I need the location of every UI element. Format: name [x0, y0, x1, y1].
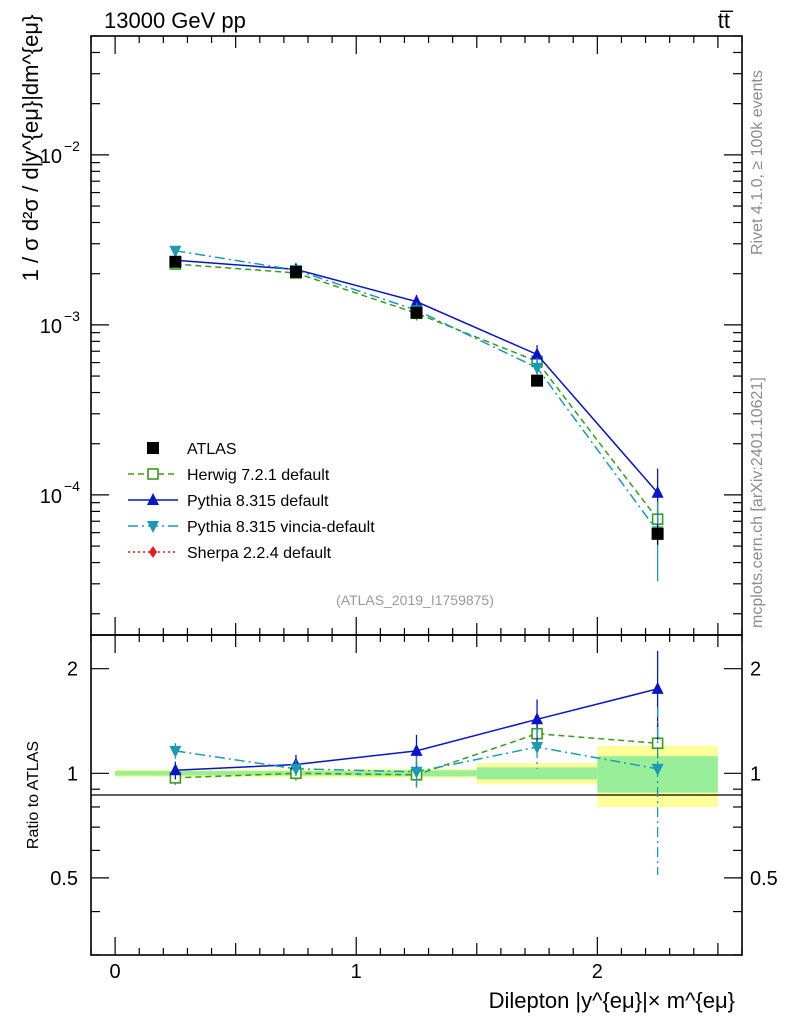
pythia-main-point [651, 485, 664, 498]
main-y-tick-exponent: −4 [64, 478, 80, 494]
vincia-ratio-point [169, 745, 182, 758]
main-y-tick-exponent: −3 [64, 308, 80, 324]
vincia-ratio-point [651, 763, 664, 776]
pythia-ratio-point [410, 743, 423, 756]
main-axis-ticks: 10−210−310−4 [40, 35, 743, 635]
y-axis-title-main: 1 / σ d²σ / d|y^{eμ}|dm^{eμ} [18, 15, 43, 282]
pythia-ratio-point [169, 763, 182, 776]
main-panel: 10−210−310−4 [40, 35, 743, 636]
source-label: mcplots.cern.ch [arXiv:2401.10621] [749, 377, 766, 628]
x-tick-label: 0 [110, 961, 121, 983]
legend-marker-sherpa [149, 546, 157, 558]
main-y-tick-label: 10 [40, 486, 62, 508]
ratio-data-layer [169, 650, 664, 875]
legend-marker-vincia [147, 521, 159, 533]
main-y-tick-exponent: −2 [64, 138, 80, 154]
legend-marker-pythia [147, 493, 159, 505]
main-data-layer [169, 245, 664, 582]
vincia-main-line [175, 249, 659, 532]
vincia-ratio-point [531, 742, 544, 755]
ratio-panel-frame [90, 634, 743, 956]
ratio-band-inner [476, 767, 598, 780]
legend-label-pythia: Pythia 8.315 default [187, 493, 329, 510]
herwig-ratio-point [651, 737, 664, 750]
vincia-main-point [169, 245, 182, 258]
main-y-tick-label: 10 [40, 146, 62, 168]
ratio-y-tick-label: 2 [67, 659, 78, 681]
vincia-ratio-point [410, 766, 423, 779]
herwig-main-line [175, 263, 659, 520]
process-label: tt̅ [718, 8, 734, 33]
pythia-ratio-point [651, 681, 664, 694]
legend-label-atlas: ATLAS [187, 441, 237, 458]
atlas-main-point [410, 306, 423, 319]
legend-label-herwig: Herwig 7.2.1 default [187, 467, 330, 484]
x-tick-label: 2 [592, 961, 603, 983]
x-axis-title: Dilepton |y^{eμ}|× m^{eμ} [489, 988, 735, 1013]
y-axis-title-ratio: Ratio to ATLAS [25, 741, 42, 849]
atlas-main-point [531, 374, 544, 387]
vincia-main-point [531, 362, 544, 375]
legend-marker-herwig [147, 468, 159, 480]
pythia-main-point [410, 294, 423, 307]
ratio-y-tick-label-right: 0.5 [750, 868, 778, 890]
ratio-y-tick-label: 1 [67, 763, 78, 785]
pythia-ratio-point [531, 712, 544, 725]
x-tick-label: 1 [351, 961, 362, 983]
legend: ATLAS Herwig 7.2.1 default Pythia 8.315 de… [128, 441, 375, 562]
energy-label: 13000 GeV pp [104, 8, 246, 33]
atlas-main-point [289, 265, 302, 278]
ratio-y-tick-label-right: 1 [750, 763, 761, 785]
legend-marker-atlas [147, 442, 159, 454]
vincia-ratio-point [289, 763, 302, 776]
ratio-y-tick-label: 0.5 [50, 868, 78, 890]
atlas-main-point [169, 255, 182, 268]
atlas-main-point [651, 527, 664, 540]
analysis-id-label: (ATLAS_2019_I1759875) [336, 592, 494, 608]
main-y-tick-label: 10 [40, 316, 62, 338]
ratio-panel: 0 1 2 0.5 0.5 1 1 2 2 [50, 634, 778, 983]
ratio-y-tick-label-right: 2 [750, 659, 761, 681]
legend-label-vincia: Pythia 8.315 vincia-default [187, 519, 375, 536]
pythia-main-point [531, 347, 544, 360]
ratio-axis-ticks: 0 1 2 0.5 0.5 1 1 2 2 [50, 635, 778, 983]
legend-label-sherpa: Sherpa 2.2.4 default [187, 545, 332, 562]
rivet-version-label: Rivet 4.1.0, ≥ 100k events [749, 70, 766, 255]
